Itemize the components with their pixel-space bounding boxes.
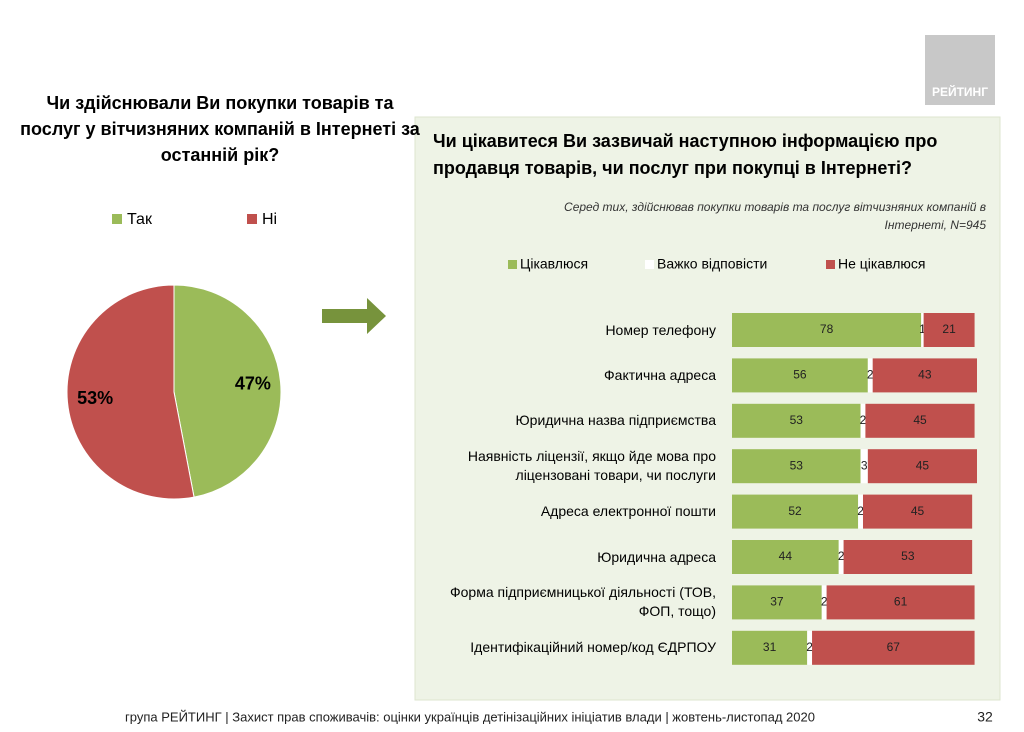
data-label: 3	[861, 458, 868, 472]
bar-segment	[921, 313, 924, 347]
legend-swatch	[247, 214, 257, 224]
data-label: 44	[779, 549, 793, 563]
data-label: 53	[790, 413, 804, 427]
bar-segment	[807, 630, 813, 665]
bar-subtitle: Серед тих, здійснював покупки товарів та…	[564, 200, 986, 232]
data-label: 56	[793, 368, 807, 382]
legend-swatch	[826, 260, 835, 269]
legend-swatch	[112, 214, 122, 224]
data-label: 21	[942, 322, 956, 336]
pie-slice	[66, 284, 195, 500]
legend-label: Так	[127, 211, 153, 228]
category-label: Наявність ліцензії, якщо йде мова про лі…	[467, 448, 716, 484]
data-label: 2	[838, 549, 845, 563]
legend-swatch	[645, 260, 654, 269]
legend-swatch	[508, 260, 517, 269]
data-label: 37	[770, 595, 784, 609]
pie-slice	[173, 284, 282, 498]
data-label: 47%	[235, 373, 271, 393]
data-label: 53	[901, 549, 915, 563]
data-label: 78	[820, 322, 834, 336]
data-label: 67	[887, 640, 901, 654]
bar-segment	[858, 494, 863, 529]
data-label: 53	[790, 458, 804, 472]
bar-segment	[872, 358, 977, 393]
pie-title: Чи здійснювали Ви покупки товарів та пос…	[20, 93, 420, 165]
bar-title: Чи цікавитеся Ви зазвичай наступною інфо…	[433, 131, 938, 178]
logo: РЕЙТИНГ	[932, 84, 988, 99]
page-number: 32	[977, 709, 993, 725]
data-label: 45	[916, 458, 930, 472]
bar-segment	[843, 540, 973, 574]
arrow	[322, 298, 386, 334]
data-label: 31	[763, 640, 777, 654]
data-label: 53%	[77, 388, 113, 408]
data-label: 43	[918, 368, 932, 382]
category-label: Юридична назва підприємства	[515, 412, 716, 429]
category-label: Форма підприємницької діяльності (ТОВ, Ф…	[450, 584, 716, 620]
data-label: 61	[894, 595, 908, 609]
bar-segment	[860, 403, 866, 438]
bar-segment	[732, 585, 822, 620]
data-label: 52	[788, 504, 802, 518]
bar-segment	[826, 585, 975, 620]
bar-segment	[732, 494, 859, 529]
bar-segment	[732, 630, 808, 665]
logo-box	[925, 35, 995, 105]
bar-segment	[812, 630, 975, 665]
data-label: 2	[806, 640, 813, 654]
legend-label: Ні	[262, 211, 277, 228]
legend-label: Не цікавлюся	[838, 256, 926, 272]
legend-label: Важко відповісти	[657, 256, 767, 272]
bar-segment	[821, 585, 827, 620]
bar-segment	[865, 403, 975, 438]
bar-segment	[732, 313, 922, 347]
data-label: 2	[860, 413, 867, 427]
category-label: Ідентифікаційний номер/код ЄДРПОУ	[470, 639, 716, 656]
bar-segment	[732, 358, 868, 393]
bar-segment	[860, 449, 868, 484]
data-label: 2	[867, 368, 874, 382]
data-label: 45	[911, 504, 925, 518]
data-label: 45	[913, 413, 927, 427]
category-label: Адреса електронної пошти	[540, 503, 716, 520]
footer: група РЕЙТИНГ | Захист прав споживачів: …	[125, 709, 815, 724]
bar-segment	[838, 540, 844, 574]
legend-label: Цікавлюся	[520, 256, 588, 272]
category-label: Юридична адреса	[597, 548, 716, 565]
bar-segment	[923, 313, 975, 347]
data-label: 1	[919, 322, 926, 336]
bar-segment	[867, 449, 977, 484]
bar-segment	[862, 494, 973, 529]
data-label: 2	[857, 504, 864, 518]
bar-segment	[732, 540, 839, 574]
bar-segment	[732, 449, 861, 484]
data-label: 2	[821, 595, 828, 609]
bar-segment	[732, 403, 861, 438]
category-label: Номер телефону	[605, 321, 716, 338]
bar-segment	[867, 358, 873, 393]
category-label: Фактична адреса	[604, 366, 716, 383]
